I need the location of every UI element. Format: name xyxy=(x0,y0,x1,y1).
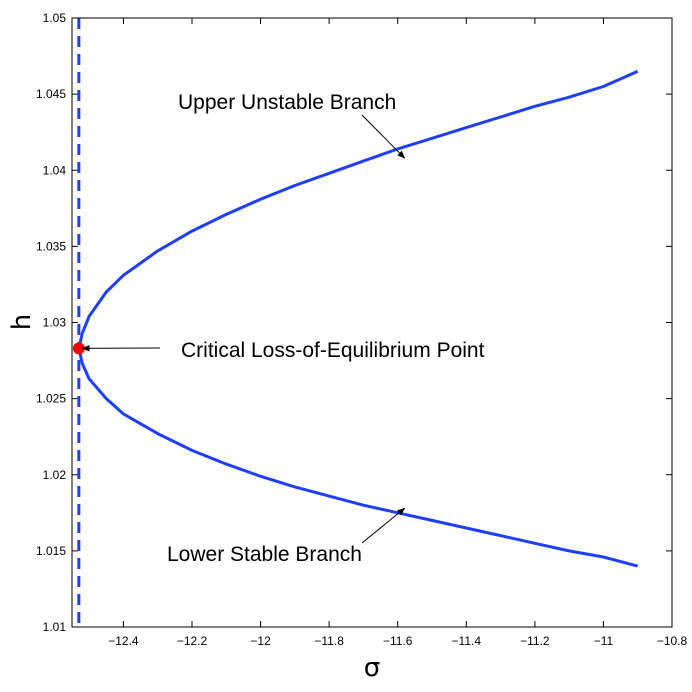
lower-branch-annotation-arrow xyxy=(361,507,406,544)
x-tick-label: −12.2 xyxy=(177,634,208,648)
axis-ticks: −12.4 −12.2 −12 −11.8 −11.6 −11.4 −11.2 −11 −10.… xyxy=(36,11,688,648)
x-axis-label: σ xyxy=(364,653,380,683)
y-axis-label: h xyxy=(7,314,37,330)
x-tick-label: −11.4 xyxy=(452,634,482,648)
y-tick-label: 1.025 xyxy=(36,392,66,406)
annotations: Upper Unstable Branch Critical Loss-of-Eq… xyxy=(81,91,485,566)
x-tick-label: −12.4 xyxy=(108,634,139,648)
y-tick-label: 1.04 xyxy=(43,163,67,177)
x-tick-label: −11.6 xyxy=(383,634,413,648)
critical-point-annotation: Critical Loss-of-Equilibrium Point xyxy=(181,339,485,362)
y-tick-label: 1.05 xyxy=(43,11,67,25)
y-tick-label: 1.045 xyxy=(36,87,66,101)
upper-branch-annotation-arrow xyxy=(361,114,406,159)
x-tick-label: −11.8 xyxy=(314,634,344,648)
x-tick-label: −10.8 xyxy=(657,634,688,648)
lower-branch-line xyxy=(77,348,639,568)
y-tick-label: 1.01 xyxy=(43,620,67,634)
x-tick-label: −12 xyxy=(250,634,271,648)
x-tick-label: −11.2 xyxy=(520,634,550,648)
upper-branch-annotation: Upper Unstable Branch xyxy=(178,91,396,114)
lower-branch-annotation: Lower Stable Branch xyxy=(167,543,362,566)
y-tick-label: 1.015 xyxy=(36,544,66,558)
x-tick-label: −11 xyxy=(594,634,614,648)
plot-frame xyxy=(71,17,673,628)
y-tick-label: 1.03 xyxy=(43,316,67,330)
y-tick-label: 1.035 xyxy=(36,239,66,253)
upper-branch-line xyxy=(77,69,639,349)
y-tick-label: 1.02 xyxy=(43,468,67,482)
